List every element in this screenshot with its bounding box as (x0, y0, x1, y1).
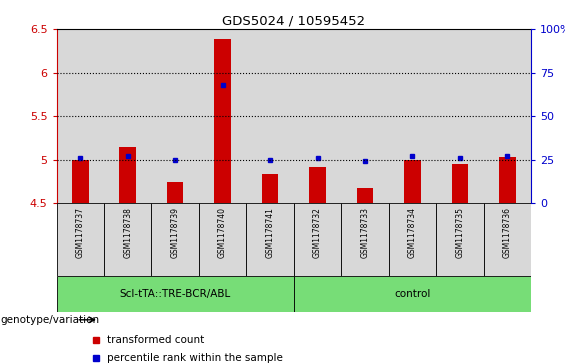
Bar (104, 203, 151, 276)
Text: Scl-tTA::TRE-BCR/ABL: Scl-tTA::TRE-BCR/ABL (120, 289, 231, 299)
Text: GSM1178741: GSM1178741 (266, 207, 275, 258)
Bar (214, 40, 231, 203)
Text: control: control (394, 289, 431, 299)
Bar (56, 203, 104, 276)
Bar (56, 29, 104, 203)
Text: GSM1178732: GSM1178732 (313, 207, 322, 258)
Text: GSM1178739: GSM1178739 (171, 207, 180, 258)
Bar (72, 160, 89, 203)
Bar (294, 203, 341, 276)
Bar (404, 160, 421, 203)
Text: GSM1178740: GSM1178740 (218, 207, 227, 258)
Bar (499, 157, 516, 203)
Bar (294, 276, 531, 312)
Text: GSM1178733: GSM1178733 (360, 207, 370, 258)
Bar (246, 29, 294, 203)
Bar (151, 203, 199, 276)
Text: percentile rank within the sample: percentile rank within the sample (107, 353, 283, 363)
Text: GSM1178738: GSM1178738 (123, 207, 132, 258)
Bar (56, 276, 294, 312)
Bar (451, 164, 468, 203)
Bar (341, 29, 389, 203)
Bar (151, 29, 199, 203)
Bar (389, 29, 436, 203)
Text: genotype/variation: genotype/variation (0, 315, 99, 325)
Bar (484, 203, 531, 276)
Text: GSM1178736: GSM1178736 (503, 207, 512, 258)
Text: GSM1178735: GSM1178735 (455, 207, 464, 258)
Bar (104, 29, 151, 203)
Bar (119, 147, 136, 203)
Bar (199, 203, 246, 276)
Bar (436, 203, 484, 276)
Bar (484, 29, 531, 203)
Text: GSM1178737: GSM1178737 (76, 207, 85, 258)
Bar (246, 203, 294, 276)
Text: GSM1178734: GSM1178734 (408, 207, 417, 258)
Bar (389, 203, 436, 276)
Bar (357, 188, 373, 203)
Bar (436, 29, 484, 203)
Title: GDS5024 / 10595452: GDS5024 / 10595452 (222, 15, 366, 28)
Bar (262, 174, 279, 203)
Bar (199, 29, 246, 203)
Bar (341, 203, 389, 276)
Bar (294, 29, 341, 203)
Text: transformed count: transformed count (107, 335, 205, 345)
Bar (167, 182, 184, 203)
Bar (309, 167, 326, 203)
